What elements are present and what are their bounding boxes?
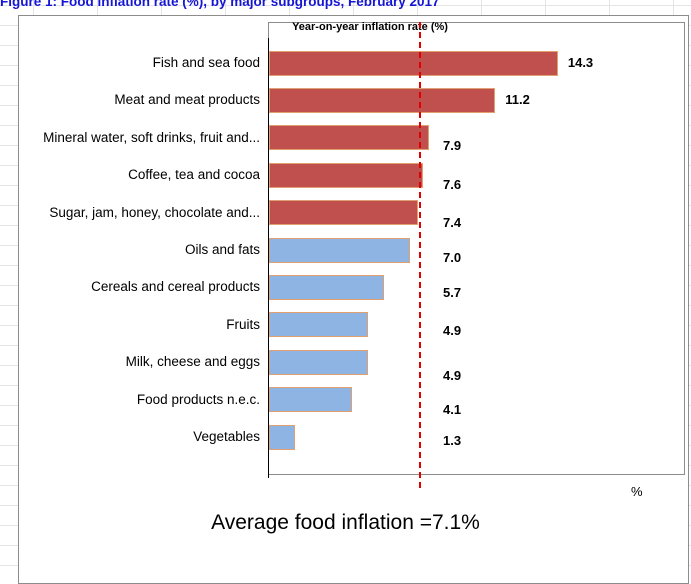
data-label: 5.7 — [443, 285, 462, 301]
bar[interactable] — [269, 50, 558, 76]
data-label: 7.0 — [443, 250, 462, 265]
chart-title: Year-on-year inflation rate (%) — [292, 21, 448, 33]
data-label: 7.6 — [443, 177, 462, 193]
category-label: Fish and sea food — [152, 55, 260, 70]
data-label: 4.9 — [443, 368, 462, 384]
data-label: 14.3 — [567, 55, 594, 70]
category-label: Sugar, jam, honey, chocolate and... — [49, 204, 260, 220]
category-label: Coffee, tea and cocoa — [128, 167, 260, 183]
bar[interactable] — [269, 200, 419, 226]
data-label: 4.1 — [443, 401, 462, 417]
bar[interactable] — [269, 125, 429, 151]
data-label: 7.9 — [443, 137, 462, 153]
category-label: Mineral water, soft drinks, fruit and... — [43, 129, 260, 145]
average-annotation: Average food inflation =7.1% — [211, 511, 480, 534]
bar[interactable] — [269, 424, 296, 450]
data-label: 1.3 — [443, 433, 462, 448]
category-axis — [268, 38, 269, 478]
bar[interactable] — [269, 349, 368, 375]
bar[interactable] — [269, 237, 411, 263]
bar[interactable] — [269, 312, 368, 338]
category-label: Cereals and cereal products — [91, 279, 260, 295]
figure-title: Figure 1: Food inflation rate (%), by ma… — [0, 0, 440, 9]
x-axis-unit: % — [631, 484, 643, 499]
average-reference-line — [419, 22, 421, 488]
data-label: 4.9 — [443, 322, 462, 338]
category-label: Vegetables — [193, 429, 260, 444]
category-label: Food products n.e.c. — [136, 391, 260, 407]
bar[interactable] — [269, 274, 385, 300]
bar[interactable] — [269, 162, 423, 188]
category-label: Oils and fats — [184, 242, 260, 257]
category-label: Milk, cheese and eggs — [125, 354, 260, 370]
data-label: 7.4 — [443, 214, 462, 230]
data-label: 11.2 — [505, 92, 530, 108]
category-label: Fruits — [226, 316, 260, 332]
category-label: Meat and meat products — [114, 92, 260, 108]
bar[interactable] — [269, 387, 352, 413]
bar[interactable] — [269, 87, 496, 113]
